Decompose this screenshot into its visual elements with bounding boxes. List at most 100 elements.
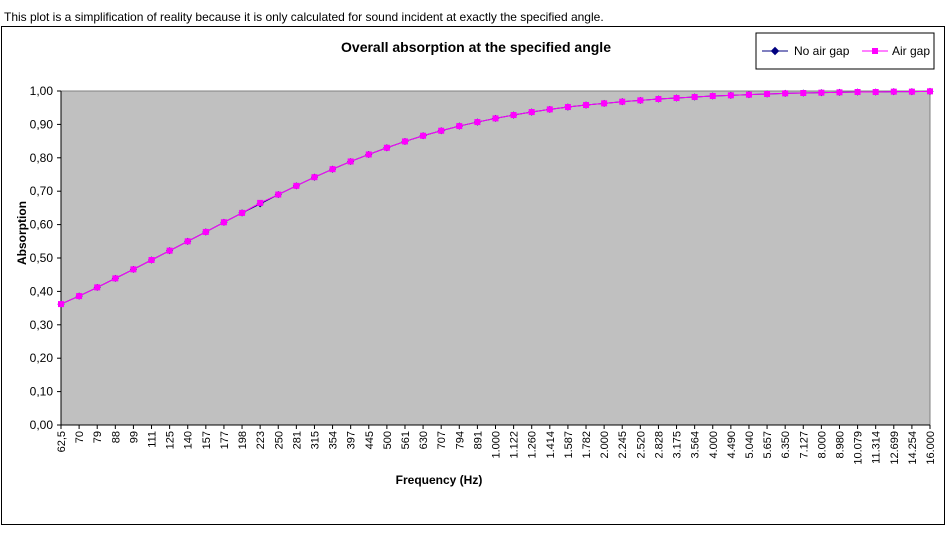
x-tick-label: 5.040 xyxy=(744,431,756,459)
x-tick-label: 1.260 xyxy=(527,431,539,459)
data-point-air-gap xyxy=(365,151,372,158)
x-tick-label: 8.980 xyxy=(834,431,846,459)
data-point-air-gap xyxy=(583,102,590,109)
x-axis-label: Frequency (Hz) xyxy=(396,473,483,487)
disclaimer-note: This plot is a simplification of reality… xyxy=(4,10,604,24)
data-point-air-gap xyxy=(818,89,825,96)
x-tick-label: 891 xyxy=(472,431,484,449)
x-tick-label: 2.520 xyxy=(635,431,647,459)
x-tick-label: 177 xyxy=(219,431,231,449)
x-tick-label: 14.254 xyxy=(907,431,919,465)
data-point-air-gap xyxy=(872,89,879,96)
y-tick-label: 0,90 xyxy=(30,117,54,131)
x-tick-label: 111 xyxy=(147,431,159,448)
data-point-air-gap xyxy=(836,89,843,96)
legend-label-no-air-gap: No air gap xyxy=(794,44,850,58)
data-point-air-gap xyxy=(474,119,481,126)
y-tick-label: 0,80 xyxy=(30,151,54,165)
x-tick-label: 6.350 xyxy=(780,431,792,459)
x-tick-label: 1.587 xyxy=(563,431,575,459)
data-point-air-gap xyxy=(112,275,119,282)
x-tick-label: 250 xyxy=(273,431,285,449)
data-point-air-gap xyxy=(764,91,771,98)
data-point-air-gap xyxy=(745,91,752,98)
x-tick-label: 2.000 xyxy=(599,431,611,459)
data-point-air-gap xyxy=(329,166,336,173)
data-point-air-gap xyxy=(420,132,427,139)
x-tick-label: 1.000 xyxy=(491,431,503,459)
data-point-air-gap xyxy=(148,257,155,264)
data-point-air-gap xyxy=(927,88,933,95)
x-tick-label: 8.000 xyxy=(816,431,828,459)
y-tick-label: 0,30 xyxy=(30,318,54,332)
data-point-air-gap xyxy=(800,90,807,97)
x-tick-label: 223 xyxy=(255,431,267,449)
x-tick-label: 2.828 xyxy=(653,431,665,459)
y-tick-label: 1,00 xyxy=(30,84,54,98)
x-tick-label: 4.490 xyxy=(726,431,738,459)
x-tick-label: 500 xyxy=(382,431,394,449)
data-point-air-gap xyxy=(854,89,861,96)
x-tick-label: 125 xyxy=(165,431,177,449)
chart-title: Overall absorption at the specified angl… xyxy=(341,39,611,55)
data-point-air-gap xyxy=(492,115,499,122)
x-tick-label: 561 xyxy=(400,431,412,449)
x-tick-label: 198 xyxy=(237,431,249,449)
data-point-air-gap xyxy=(401,138,408,145)
series-layer xyxy=(57,87,934,308)
x-tick-label: 12.699 xyxy=(889,431,901,465)
data-point-air-gap xyxy=(58,301,64,308)
x-tick-label: 1.782 xyxy=(581,431,593,459)
x-tick-label: 3.564 xyxy=(690,431,702,459)
data-point-air-gap xyxy=(239,209,246,216)
data-point-air-gap xyxy=(601,100,608,107)
y-axis: 0,00 0,10 0,20 0,30 0,40 0,50 0,60 0,70 0,80 0,90… xyxy=(30,84,62,432)
x-tick-label: 157 xyxy=(201,431,213,449)
data-point-air-gap xyxy=(564,104,571,111)
data-point-air-gap xyxy=(184,238,191,245)
data-point-air-gap xyxy=(691,94,698,101)
y-tick-label: 0,40 xyxy=(30,284,54,298)
data-point-air-gap xyxy=(546,106,553,113)
legend-marker-air-gap xyxy=(872,48,878,54)
y-tick-label: 0,50 xyxy=(30,251,54,265)
x-tick-label: 10.079 xyxy=(853,431,865,465)
data-point-air-gap xyxy=(637,97,644,104)
data-point-air-gap xyxy=(383,144,390,151)
x-tick-label: 16.000 xyxy=(925,431,937,465)
data-point-air-gap xyxy=(438,127,445,134)
data-point-air-gap xyxy=(293,182,300,189)
data-point-air-gap xyxy=(202,228,209,235)
data-point-air-gap xyxy=(655,96,662,103)
y-axis-label: Absorption xyxy=(15,201,29,265)
x-tick-label: 140 xyxy=(183,431,195,449)
x-tick-label: 281 xyxy=(291,431,303,449)
x-tick-label: 70 xyxy=(74,431,86,443)
x-tick-label: 62,5 xyxy=(56,431,68,452)
x-tick-label: 99 xyxy=(128,431,140,443)
y-tick-label: 0,10 xyxy=(30,385,54,399)
data-point-air-gap xyxy=(130,266,137,273)
legend: No air gap Air gap xyxy=(755,32,935,70)
x-tick-label: 88 xyxy=(110,431,122,443)
data-point-air-gap xyxy=(311,174,318,181)
y-tick-label: 0,00 xyxy=(30,418,54,432)
data-point-air-gap xyxy=(890,88,897,95)
data-point-air-gap xyxy=(94,284,101,291)
data-point-air-gap xyxy=(727,92,734,99)
x-tick-label: 794 xyxy=(454,431,466,449)
x-tick-label: 4.000 xyxy=(708,431,720,459)
data-point-air-gap xyxy=(257,199,264,206)
x-tick-label: 707 xyxy=(436,431,448,449)
data-point-air-gap xyxy=(619,98,626,105)
data-point-air-gap xyxy=(76,293,83,300)
y-tick-label: 0,60 xyxy=(30,218,54,232)
x-tick-label: 7.127 xyxy=(798,431,810,459)
data-point-air-gap xyxy=(709,93,716,100)
x-tick-label: 315 xyxy=(309,431,321,449)
data-point-air-gap xyxy=(528,109,535,116)
x-tick-label: 630 xyxy=(418,431,430,449)
x-tick-label: 354 xyxy=(328,431,340,449)
data-point-air-gap xyxy=(510,112,517,119)
legend-label-air-gap: Air gap xyxy=(892,44,930,58)
